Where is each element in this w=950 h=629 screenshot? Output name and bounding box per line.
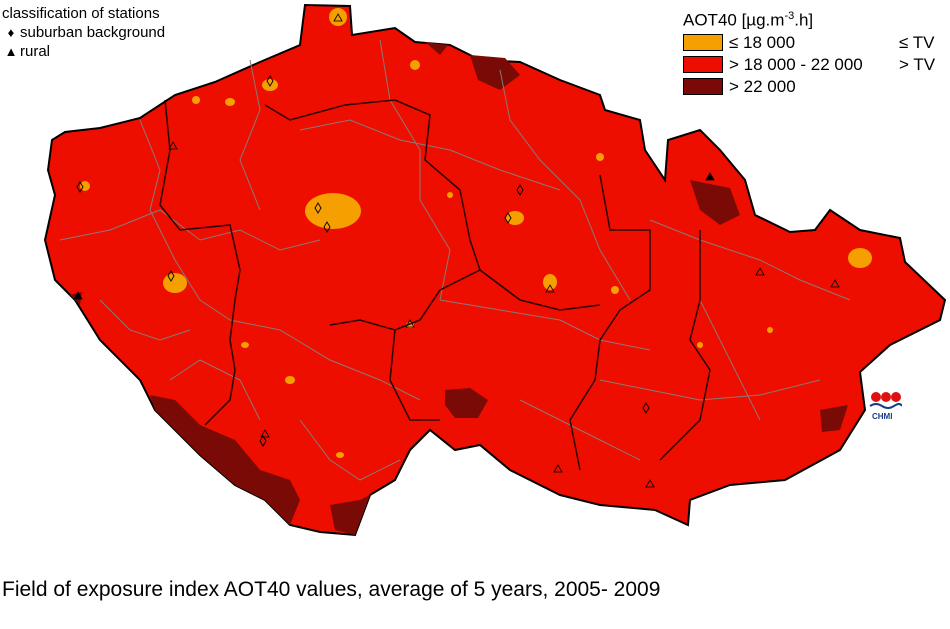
- diamond-icon: ♦: [7, 25, 15, 40]
- low-class-patches: [80, 8, 872, 458]
- rural-station: [333, 13, 343, 22]
- station-legend: classification of stations ♦ suburban ba…: [2, 4, 165, 61]
- suburban-station: [167, 270, 175, 282]
- rural-station: [705, 172, 715, 181]
- triangle-icon: ▲: [4, 44, 18, 59]
- legend-swatch-high: [683, 78, 723, 96]
- rural-station: [645, 479, 655, 488]
- aot40-legend-title: AOT40 [µg.m-3.h]: [683, 5, 935, 32]
- chmi-logo-icon: [869, 392, 903, 409]
- legend-item-label: suburban background: [20, 24, 166, 41]
- suburban-station: [314, 202, 322, 214]
- rural-station: [168, 141, 178, 150]
- rural-station: [545, 284, 555, 293]
- rural-station-markers: [73, 13, 840, 488]
- aot40-legend: AOT40 [µg.m-3.h] ≤ 18 000 ≤ TV > 18 000 …: [683, 5, 935, 98]
- legend-swatch-low: [683, 34, 723, 52]
- suburban-station: [323, 221, 331, 233]
- legend-class-mid: > 18 000 - 22 000 > TV: [683, 54, 935, 76]
- legend-item-suburban: ♦ suburban background: [2, 23, 165, 42]
- suburban-station: [642, 402, 650, 414]
- rural-station: [830, 279, 840, 288]
- rural-station: [260, 429, 270, 438]
- rural-station: [553, 464, 563, 473]
- legend-item-label: rural: [20, 43, 51, 60]
- legend-range: > 18 000 - 22 000: [729, 54, 863, 74]
- station-legend-title: classification of stations: [2, 5, 160, 22]
- suburban-station: [516, 184, 524, 196]
- rural-station: [755, 267, 765, 276]
- chmi-logo: CHMI: [868, 388, 903, 424]
- rural-station: [405, 319, 415, 328]
- suburban-station: [76, 181, 84, 193]
- legend-title-sup: -3: [784, 10, 795, 22]
- suburban-station-markers: [76, 75, 650, 447]
- map-caption: Field of exposure index AOT40 values, av…: [2, 578, 661, 601]
- suburban-station: [266, 75, 274, 87]
- chmi-logo-text: CHMI: [872, 412, 893, 421]
- legend-title-main: AOT40 [µg.m: [683, 10, 785, 30]
- legend-class-high: > 22 000: [683, 76, 935, 98]
- suburban-station: [259, 435, 267, 447]
- suburban-station: [504, 212, 512, 224]
- legend-swatch-mid: [683, 56, 723, 74]
- legend-range: ≤ 18 000: [729, 32, 796, 52]
- legend-item-rural: ▲ rural: [2, 42, 165, 61]
- legend-range: > 22 000: [729, 76, 796, 96]
- region-borders: [159, 99, 711, 471]
- legend-compare: ≤ TV: [899, 32, 935, 52]
- legend-class-low: ≤ 18 000 ≤ TV: [683, 32, 935, 54]
- legend-title-end: .h]: [794, 10, 814, 30]
- rural-station: [73, 291, 83, 300]
- district-borders: [59, 39, 851, 481]
- legend-compare: > TV: [899, 54, 936, 74]
